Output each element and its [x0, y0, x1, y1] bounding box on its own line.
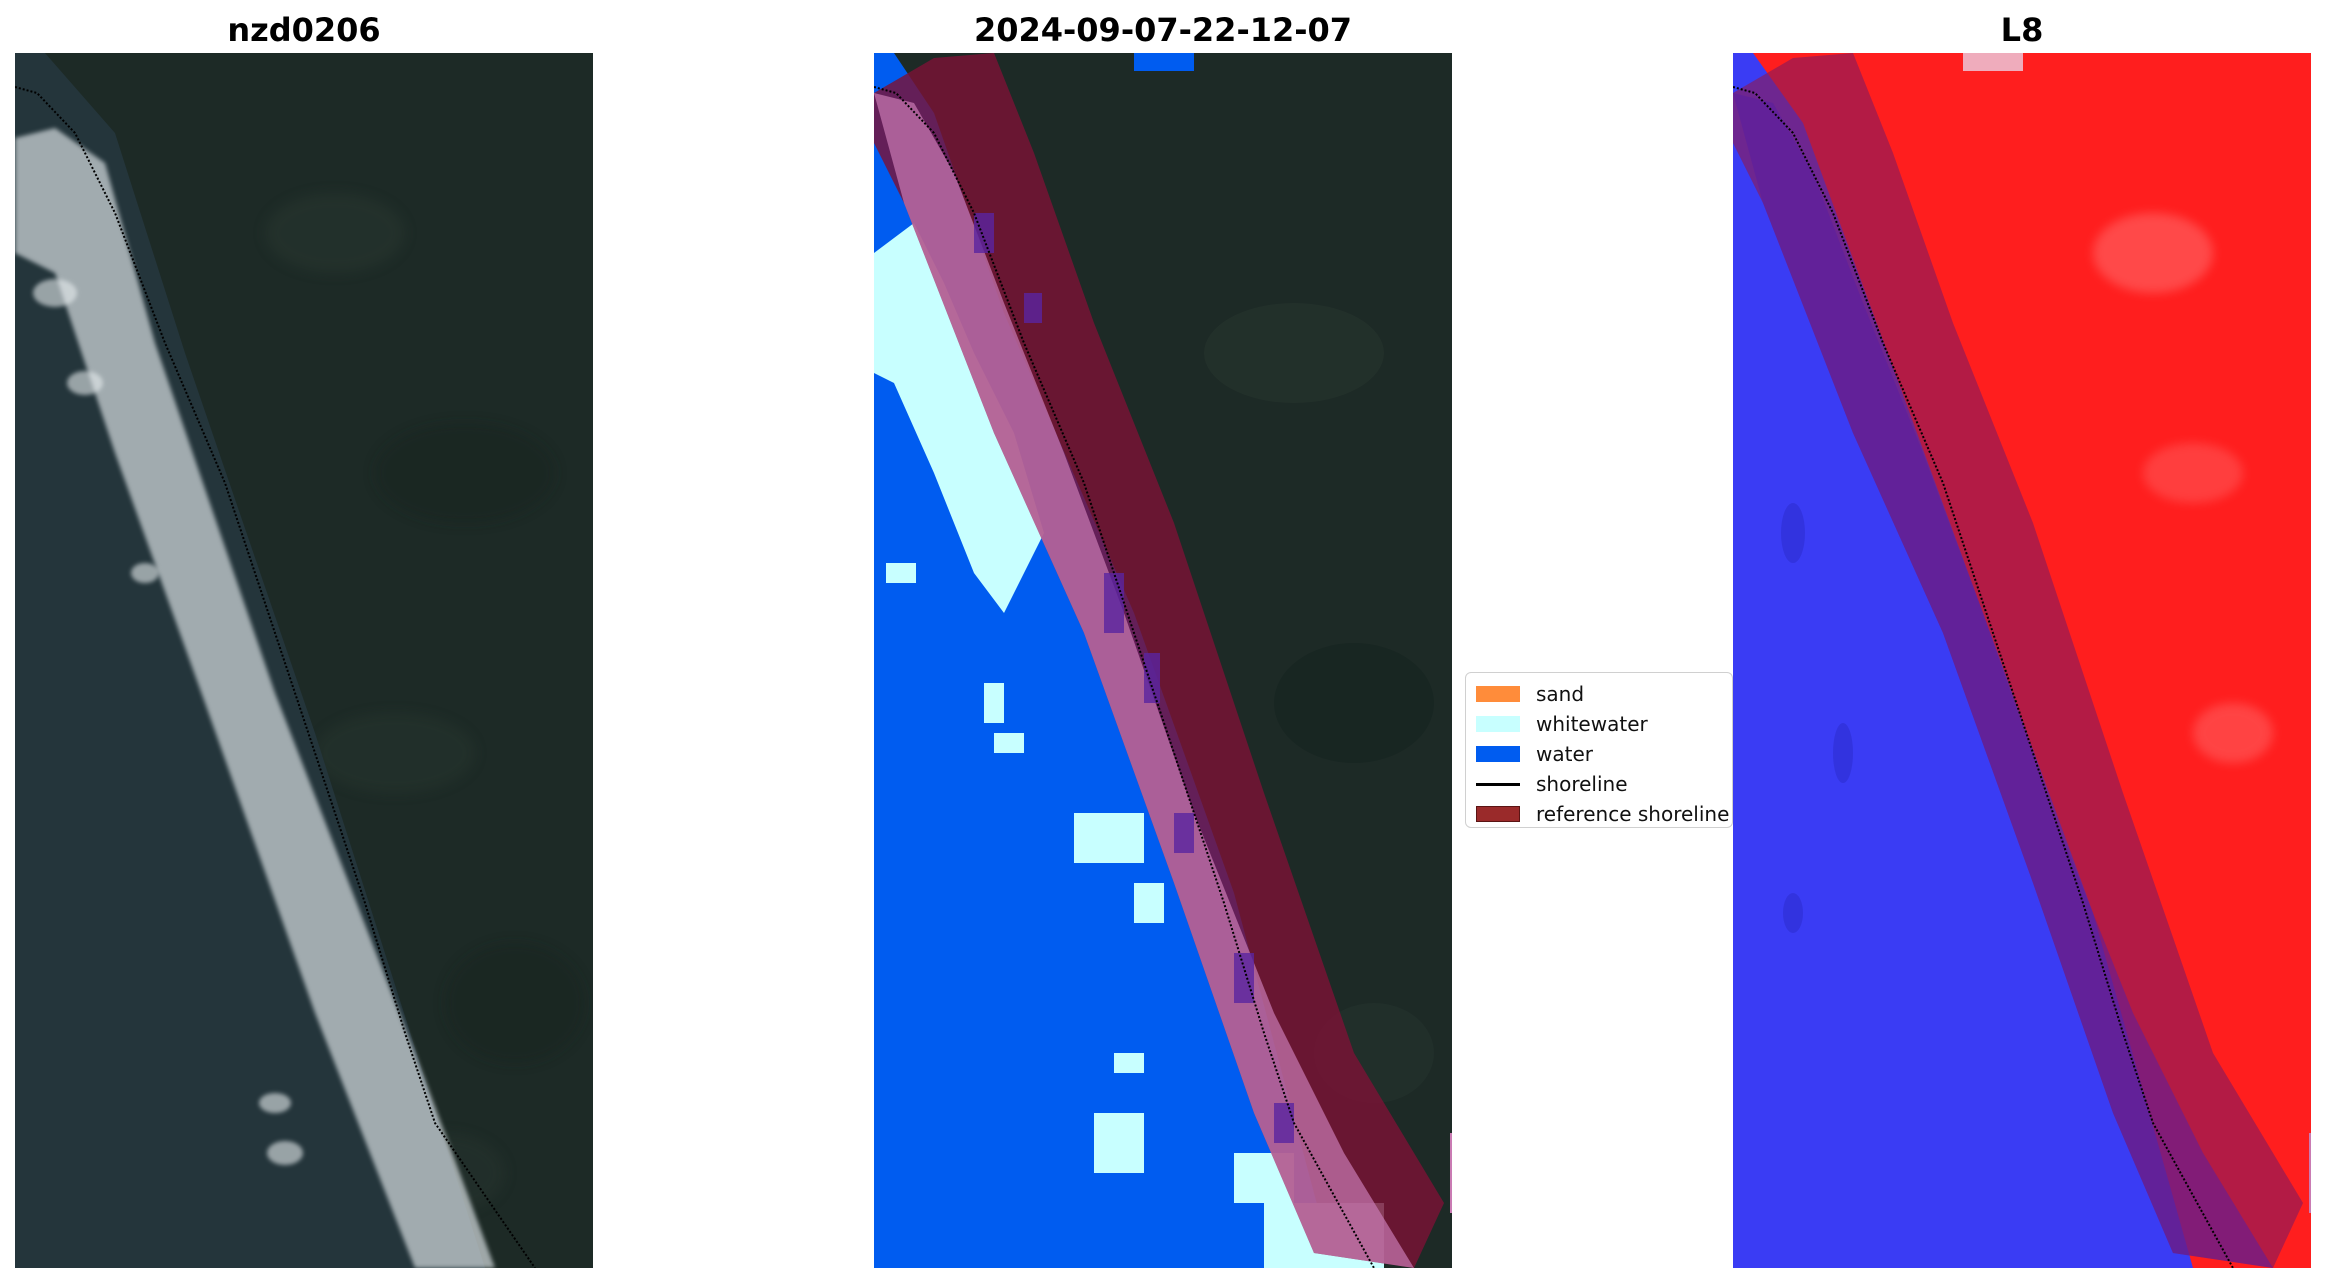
legend-item-whitewater: whitewater — [1476, 709, 1722, 739]
legend-label: reference shoreline — [1536, 802, 1730, 826]
whitewater-class — [874, 223, 1384, 1268]
shoreline — [15, 86, 536, 1268]
classified-image-panel — [874, 53, 1452, 1268]
rgb-image-panel — [15, 53, 593, 1268]
legend-item-reference-shoreline: reference shoreline — [1476, 799, 1729, 829]
legend-item-sand: sand — [1476, 679, 1722, 709]
classified-image — [874, 53, 1452, 1268]
legend-label: shoreline — [1536, 772, 1628, 796]
legend-label: whitewater — [1536, 712, 1648, 736]
panel-title-index: L8 — [2000, 11, 2044, 49]
legend-swatch-reference-shoreline — [1476, 806, 1520, 822]
rgb-satellite-image — [15, 53, 593, 1268]
legend: sand whitewater water shoreline referenc… — [1465, 672, 1733, 828]
legend-swatch-sand — [1476, 686, 1520, 702]
legend-swatch-whitewater — [1476, 716, 1520, 732]
legend-item-shoreline: shoreline — [1476, 769, 1722, 799]
legend-label: water — [1536, 742, 1593, 766]
legend-swatch-shoreline — [1476, 782, 1520, 786]
legend-item-water: water — [1476, 739, 1722, 769]
legend-swatch-water — [1476, 746, 1520, 762]
shoreline — [874, 86, 1375, 1268]
panel-title-classified: 2024-09-07-22-12-07 — [973, 11, 1353, 49]
shoreline — [1733, 86, 2234, 1268]
index-image — [1733, 53, 2311, 1268]
surf-band — [15, 128, 495, 1268]
panel-title-rgb: nzd0206 — [227, 11, 381, 49]
legend-label: sand — [1536, 682, 1585, 706]
index-image-panel — [1733, 53, 2311, 1268]
